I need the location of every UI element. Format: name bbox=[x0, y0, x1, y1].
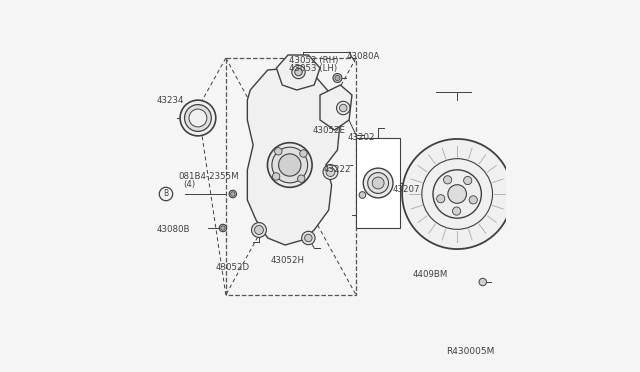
Circle shape bbox=[189, 109, 207, 127]
Circle shape bbox=[229, 190, 237, 198]
Circle shape bbox=[184, 105, 211, 131]
Circle shape bbox=[298, 175, 305, 182]
Polygon shape bbox=[247, 68, 340, 245]
Circle shape bbox=[275, 148, 282, 155]
Circle shape bbox=[479, 278, 486, 286]
Text: (4): (4) bbox=[183, 180, 195, 189]
Circle shape bbox=[278, 154, 301, 176]
Text: 43053 (LH): 43053 (LH) bbox=[289, 64, 338, 73]
Circle shape bbox=[180, 100, 216, 136]
Circle shape bbox=[444, 176, 452, 184]
Circle shape bbox=[230, 192, 235, 196]
Text: 43222: 43222 bbox=[324, 165, 351, 174]
Text: 43052E: 43052E bbox=[312, 126, 346, 135]
Text: 43080A: 43080A bbox=[347, 52, 380, 61]
Polygon shape bbox=[320, 85, 352, 130]
Text: 43080B: 43080B bbox=[156, 225, 190, 234]
Circle shape bbox=[452, 207, 461, 215]
Circle shape bbox=[372, 177, 384, 189]
Circle shape bbox=[448, 185, 467, 203]
Circle shape bbox=[221, 226, 225, 230]
Text: 43052H: 43052H bbox=[271, 256, 305, 265]
Circle shape bbox=[272, 147, 308, 183]
Circle shape bbox=[273, 173, 280, 180]
Circle shape bbox=[326, 167, 335, 176]
Circle shape bbox=[335, 76, 340, 81]
Circle shape bbox=[301, 231, 315, 245]
Circle shape bbox=[252, 222, 266, 237]
Text: 081B4-2355M: 081B4-2355M bbox=[178, 172, 239, 181]
Circle shape bbox=[300, 150, 307, 157]
Circle shape bbox=[323, 164, 338, 179]
Circle shape bbox=[340, 104, 347, 112]
Circle shape bbox=[364, 168, 393, 198]
Text: 43202: 43202 bbox=[348, 133, 376, 142]
Circle shape bbox=[255, 225, 264, 234]
Text: 43234: 43234 bbox=[156, 96, 184, 105]
Circle shape bbox=[220, 224, 227, 232]
Text: 4409BM: 4409BM bbox=[412, 270, 447, 279]
Text: 43052 (RH): 43052 (RH) bbox=[289, 56, 339, 65]
Circle shape bbox=[368, 173, 388, 193]
Circle shape bbox=[469, 196, 477, 204]
Circle shape bbox=[337, 101, 350, 115]
Text: 43052D: 43052D bbox=[215, 263, 249, 272]
Circle shape bbox=[422, 159, 493, 230]
Circle shape bbox=[268, 143, 312, 187]
Circle shape bbox=[295, 68, 302, 76]
Circle shape bbox=[333, 74, 342, 83]
Circle shape bbox=[463, 176, 472, 185]
Polygon shape bbox=[356, 138, 400, 228]
Text: R430005M: R430005M bbox=[447, 347, 495, 356]
Circle shape bbox=[433, 170, 481, 218]
Circle shape bbox=[305, 234, 312, 242]
Polygon shape bbox=[276, 55, 320, 90]
Circle shape bbox=[436, 195, 445, 203]
Text: 43207: 43207 bbox=[392, 185, 420, 194]
Text: B: B bbox=[163, 189, 168, 199]
Circle shape bbox=[402, 139, 512, 249]
Circle shape bbox=[292, 65, 305, 79]
Circle shape bbox=[359, 192, 366, 198]
